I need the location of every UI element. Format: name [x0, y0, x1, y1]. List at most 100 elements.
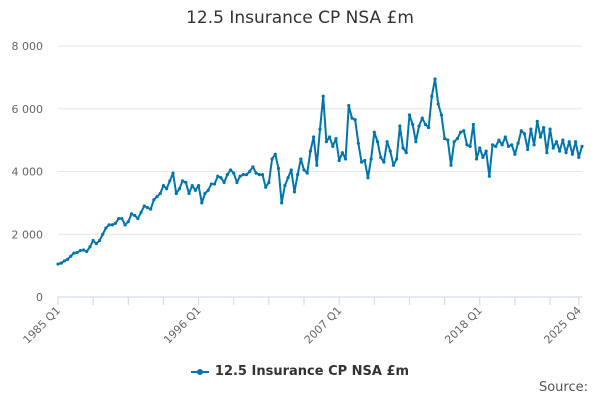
data-point[interactable] [446, 138, 450, 142]
data-point[interactable] [343, 157, 348, 161]
data-point[interactable] [490, 143, 495, 147]
data-point[interactable] [152, 198, 156, 202]
data-point[interactable] [577, 155, 581, 159]
data-point[interactable] [187, 191, 191, 196]
data-point[interactable] [350, 116, 354, 120]
data-point[interactable] [561, 138, 565, 142]
data-point[interactable] [219, 176, 223, 180]
data-point[interactable] [305, 171, 309, 175]
data-point[interactable] [248, 169, 252, 174]
data-point[interactable] [257, 173, 261, 177]
data-point[interactable] [292, 190, 297, 194]
data-point[interactable] [436, 102, 440, 106]
data-point[interactable] [526, 147, 530, 152]
data-point[interactable] [567, 140, 571, 144]
data-point[interactable] [500, 143, 504, 147]
legend[interactable]: 12.5 Insurance CP NSA £m [0, 364, 600, 382]
data-point[interactable] [104, 226, 108, 230]
data-point[interactable] [414, 140, 418, 144]
data-point[interactable] [574, 140, 578, 144]
data-point[interactable] [107, 223, 111, 227]
data-point[interactable] [439, 113, 444, 117]
data-point[interactable] [283, 184, 287, 188]
data-point[interactable] [129, 212, 134, 216]
data-point[interactable] [356, 141, 360, 145]
data-point[interactable] [200, 201, 204, 205]
data-point[interactable] [136, 216, 140, 221]
data-point[interactable] [289, 168, 293, 172]
data-point[interactable] [81, 248, 86, 252]
data-point[interactable] [347, 104, 351, 108]
data-point[interactable] [366, 176, 370, 180]
data-point[interactable] [449, 163, 453, 167]
data-point[interactable] [235, 180, 239, 185]
data-point[interactable] [554, 140, 559, 144]
data-point[interactable] [270, 157, 274, 161]
data-point[interactable] [468, 144, 472, 148]
data-point[interactable] [382, 160, 386, 164]
data-point[interactable] [580, 144, 584, 148]
data-point[interactable] [315, 163, 319, 167]
data-point[interactable] [487, 174, 491, 178]
data-point[interactable] [375, 140, 380, 144]
data-point[interactable] [110, 223, 114, 227]
data-point[interactable] [228, 168, 233, 172]
data-point[interactable] [522, 132, 527, 136]
data-point[interactable] [85, 249, 89, 254]
data-point[interactable] [535, 119, 539, 123]
data-point[interactable] [353, 118, 357, 122]
data-point[interactable] [241, 173, 245, 177]
data-point[interactable] [161, 184, 166, 188]
data-point[interactable] [503, 135, 507, 139]
data-point[interactable] [455, 136, 459, 141]
data-point[interactable] [423, 122, 428, 127]
data-point[interactable] [478, 146, 482, 150]
data-point[interactable] [398, 124, 402, 128]
data-point[interactable] [94, 242, 98, 246]
data-point[interactable] [171, 171, 175, 175]
data-point[interactable] [407, 113, 412, 117]
data-point[interactable] [267, 180, 271, 185]
data-point[interactable] [564, 151, 568, 155]
data-point[interactable] [321, 94, 325, 98]
data-point[interactable] [372, 130, 376, 134]
data-point[interactable] [369, 157, 373, 161]
data-point[interactable] [471, 122, 475, 127]
data-point[interactable] [75, 250, 79, 255]
data-point[interactable] [158, 191, 162, 196]
data-point[interactable] [260, 173, 265, 177]
data-point[interactable] [78, 248, 82, 253]
data-point[interactable] [133, 213, 137, 218]
data-point[interactable] [427, 125, 431, 130]
data-point[interactable] [308, 149, 313, 153]
data-point[interactable] [264, 185, 268, 189]
data-point[interactable] [516, 141, 520, 145]
data-point[interactable] [126, 220, 130, 224]
data-point[interactable] [532, 143, 536, 147]
data-point[interactable] [209, 182, 213, 186]
data-point[interactable] [340, 151, 344, 155]
data-point[interactable] [337, 158, 341, 163]
data-point[interactable] [91, 238, 95, 243]
data-point[interactable] [177, 187, 182, 191]
data-point[interactable] [145, 205, 150, 210]
data-point[interactable] [395, 157, 399, 161]
data-point[interactable] [519, 129, 523, 133]
data-point[interactable] [452, 140, 456, 144]
data-point[interactable] [404, 151, 408, 155]
data-point[interactable] [65, 257, 70, 261]
data-point[interactable] [62, 259, 66, 263]
data-point[interactable] [244, 173, 249, 177]
data-point[interactable] [69, 254, 73, 258]
data-point[interactable] [558, 149, 562, 153]
data-point[interactable] [72, 251, 76, 255]
data-point[interactable] [385, 140, 389, 144]
data-point[interactable] [497, 138, 501, 142]
data-point[interactable] [273, 152, 277, 156]
data-point[interactable] [388, 149, 392, 153]
data-point[interactable] [494, 144, 498, 148]
data-point[interactable] [420, 116, 424, 120]
data-point[interactable] [181, 179, 185, 183]
data-point[interactable] [212, 182, 217, 186]
data-point[interactable] [312, 135, 316, 139]
